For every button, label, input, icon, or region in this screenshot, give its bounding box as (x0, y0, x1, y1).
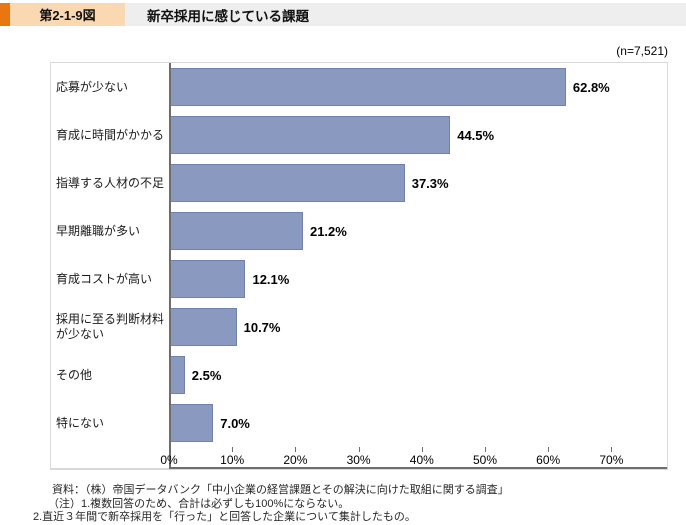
bar-value-label: 37.3% (411, 175, 449, 191)
chart-row: 指導する人材の不足 37.3% (51, 159, 667, 207)
category-label: 育成に時間がかかる (56, 127, 165, 142)
bar-cell: 12.1% (169, 255, 667, 303)
category-label: 特にない (56, 415, 105, 430)
x-tick (232, 447, 234, 452)
bar-value-label: 44.5% (457, 127, 495, 143)
bar-cell: 21.2% (169, 207, 667, 255)
bar (169, 164, 405, 202)
bar (169, 212, 303, 250)
source-note: 資料：（株）帝国データバンク「中小企業の経営課題とその解決に向けた取組に関する調… (52, 484, 509, 496)
x-tick-label: 50% (472, 453, 497, 467)
chart-row: 育成コストが高い 12.1% (51, 255, 667, 303)
chart-row: その他 2.5% (51, 351, 667, 399)
category-label: 指導する人材の不足 (56, 175, 165, 190)
x-tick-label: 30% (346, 453, 371, 467)
chart-row: 育成に時間がかかる 44.5% (51, 111, 667, 159)
category-label: 早期離職が多い (56, 223, 141, 238)
bar (169, 356, 185, 394)
label-column-baseline (51, 468, 169, 469)
x-tick-label: 20% (283, 453, 308, 467)
bar-cell: 7.0% (169, 399, 667, 447)
bar-value-label: 12.1% (252, 271, 290, 287)
chart-row: 早期離職が多い 21.2% (51, 207, 667, 255)
x-tick (421, 447, 423, 452)
x-tick-label: 60% (536, 453, 561, 467)
bar-value-label: 21.2% (309, 223, 347, 239)
category-label: 応募が少ない (56, 79, 129, 94)
category-label: その他 (56, 367, 93, 382)
chart-row: 応募が少ない 62.8% (51, 63, 667, 111)
figure-title: 新卒採用に感じている課題 (147, 8, 309, 24)
x-tick (169, 447, 170, 452)
y-axis-line (169, 63, 171, 469)
x-tick (548, 447, 550, 452)
sample-size-label: (n=7,521) (616, 44, 668, 58)
figure-header: 第2-1-9図 新卒採用に感じている課題 (0, 3, 686, 26)
x-axis-line (169, 467, 667, 469)
category-label: 育成コストが高い (56, 271, 153, 286)
note-line-2: 2.直近３年間で新卒採用を「行った」と回答した企業について集計したもの。 (33, 511, 416, 523)
category-label: 採用に至る判断材料 が少ない (56, 312, 165, 341)
chart-rows: 応募が少ない 62.8% 育成に時間がかかる 44.5% 指導する人材の不足 37.3% 早… (51, 63, 667, 447)
note-line-1: （注）1.複数回答のため、合計は必ずしも100%にならない。 (48, 497, 350, 510)
x-tick-label: 40% (409, 453, 434, 467)
x-tick (611, 447, 613, 452)
bar-value-label: 2.5% (191, 367, 222, 383)
x-tick-label: 10% (220, 453, 245, 467)
chart-row: 特にない 7.0% (51, 399, 667, 447)
figure-number-label: 第2-1-9図 (10, 3, 125, 26)
bar-cell: 2.5% (169, 351, 667, 399)
bar-value-label: 7.0% (220, 415, 250, 431)
bar-chart-panel: 応募が少ない 62.8% 育成に時間がかかる 44.5% 指導する人材の不足 37.3% 早… (50, 62, 668, 470)
x-tick-label: 70% (599, 453, 624, 467)
x-tick (484, 447, 486, 452)
bar-cell: 10.7% (169, 303, 667, 351)
bar (169, 68, 566, 106)
bar (169, 308, 237, 346)
bar-cell: 44.5% (169, 111, 667, 159)
bar (169, 404, 214, 442)
bar-cell: 62.8% (169, 63, 667, 111)
chart-row: 採用に至る判断材料 が少ない 10.7% (51, 303, 667, 351)
bar (169, 260, 246, 298)
bar (169, 116, 451, 154)
footer-notes: 資料：（株）帝国データバンク「中小企業の経営課題とその解決に向けた取組に関する調… (0, 484, 686, 525)
bar-value-label: 10.7% (243, 319, 281, 335)
x-axis-ticks: 0% 10% 20% 30% 40% 50% 60% 70% (160, 447, 667, 469)
x-tick (358, 447, 360, 452)
bar-cell: 37.3% (169, 159, 667, 207)
x-tick (295, 447, 297, 452)
x-tick-label: 0% (160, 453, 178, 467)
bar-value-label: 62.8% (572, 79, 610, 95)
header-accent-bar (0, 3, 10, 26)
